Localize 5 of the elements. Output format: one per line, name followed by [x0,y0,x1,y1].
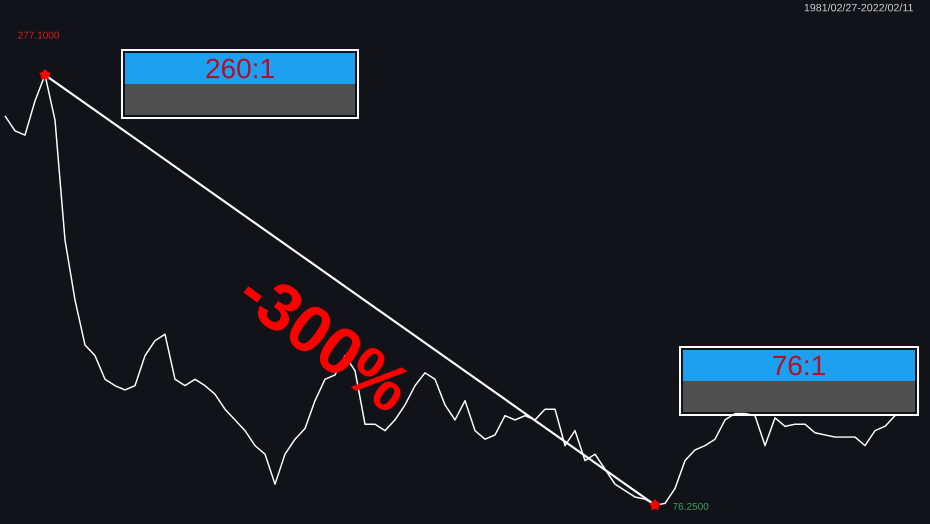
chart-subtitle: 1981/02/27-2022/02/11 [804,4,913,12]
annotation: 260:1 [206,58,274,78]
data-label: 277.1000 [18,32,59,39]
data-label: 76.2500 [673,502,708,510]
annotation: 76:1 [773,356,825,376]
